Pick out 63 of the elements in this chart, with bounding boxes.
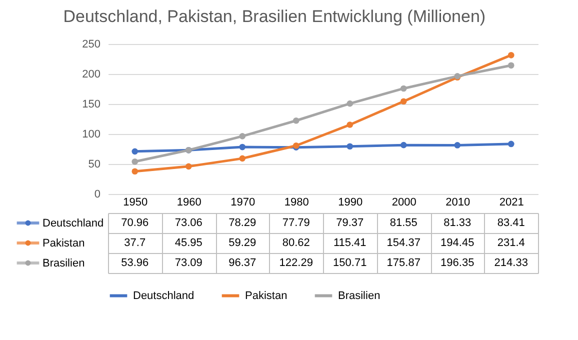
data-label: 231.4 bbox=[497, 237, 525, 249]
data-label: 77.79 bbox=[282, 217, 310, 229]
data-label: 80.62 bbox=[282, 237, 310, 249]
point bbox=[508, 52, 514, 58]
data-label: 196.35 bbox=[440, 257, 474, 269]
data-label: 70.96 bbox=[121, 217, 149, 229]
data-label: 78.29 bbox=[228, 217, 256, 229]
point bbox=[292, 117, 300, 124]
point bbox=[400, 142, 407, 148]
x-tick-label: 1970 bbox=[230, 196, 256, 208]
y-tick-label: 200 bbox=[82, 68, 100, 80]
data-label: 37.7 bbox=[124, 237, 146, 249]
x-tick-label: 1990 bbox=[338, 196, 363, 208]
x-tick-label: 1950 bbox=[123, 196, 148, 208]
data-label: 122.29 bbox=[279, 257, 313, 269]
text: Pakistan bbox=[245, 290, 288, 302]
point bbox=[346, 122, 354, 128]
y-tick-label: 0 bbox=[94, 188, 100, 200]
x-tick-label: 2000 bbox=[392, 196, 416, 208]
data-label: 175.87 bbox=[386, 257, 420, 269]
data-label: 83.41 bbox=[497, 217, 525, 229]
point bbox=[346, 100, 354, 107]
legend-label: Brasilien bbox=[42, 258, 85, 270]
data-label: 73.06 bbox=[174, 217, 202, 229]
point bbox=[508, 140, 514, 148]
point bbox=[454, 142, 461, 148]
point bbox=[239, 144, 246, 150]
x-tick-label: 1980 bbox=[284, 196, 309, 208]
point bbox=[346, 143, 354, 150]
data-label: 214.33 bbox=[494, 257, 528, 269]
data-label: 96.37 bbox=[228, 257, 256, 269]
y-tick-label: 250 bbox=[82, 38, 100, 50]
y-tick-label: 100 bbox=[82, 128, 100, 140]
legend-label: Deutschland bbox=[42, 218, 104, 230]
legend-label: Pakistan bbox=[42, 238, 85, 250]
data-label: 81.33 bbox=[444, 217, 472, 229]
x-tick-label: 1960 bbox=[176, 196, 202, 208]
data-label: 115.41 bbox=[333, 237, 366, 249]
text: Deutschland bbox=[133, 290, 194, 302]
data-label: 154.37 bbox=[386, 237, 420, 249]
point bbox=[239, 133, 246, 140]
data-label: 150.71 bbox=[333, 257, 367, 269]
point bbox=[132, 158, 138, 165]
x-tick-label: 2010 bbox=[446, 196, 470, 208]
point bbox=[239, 155, 246, 162]
point bbox=[132, 148, 138, 155]
data-label: 73.09 bbox=[174, 257, 202, 269]
data-label: 79.37 bbox=[336, 217, 364, 229]
point bbox=[132, 168, 138, 175]
data-label: 45.95 bbox=[174, 237, 202, 249]
data-label: 194.45 bbox=[440, 237, 474, 249]
x-tick-label: 2021 bbox=[499, 196, 524, 208]
point bbox=[400, 85, 407, 92]
point bbox=[508, 62, 514, 69]
data-label: 53.96 bbox=[121, 257, 149, 269]
text: Brasilien bbox=[338, 290, 380, 302]
point bbox=[400, 98, 407, 105]
data-label: 81.55 bbox=[390, 217, 418, 229]
chart-title: Deutschland, Pakistan, Brasilien Entwicklung (Millionen) bbox=[63, 7, 486, 26]
data-label: 59.29 bbox=[228, 237, 256, 249]
point bbox=[185, 163, 192, 170]
y-tick-label: 50 bbox=[88, 158, 100, 170]
y-tick-label: 150 bbox=[82, 98, 100, 110]
